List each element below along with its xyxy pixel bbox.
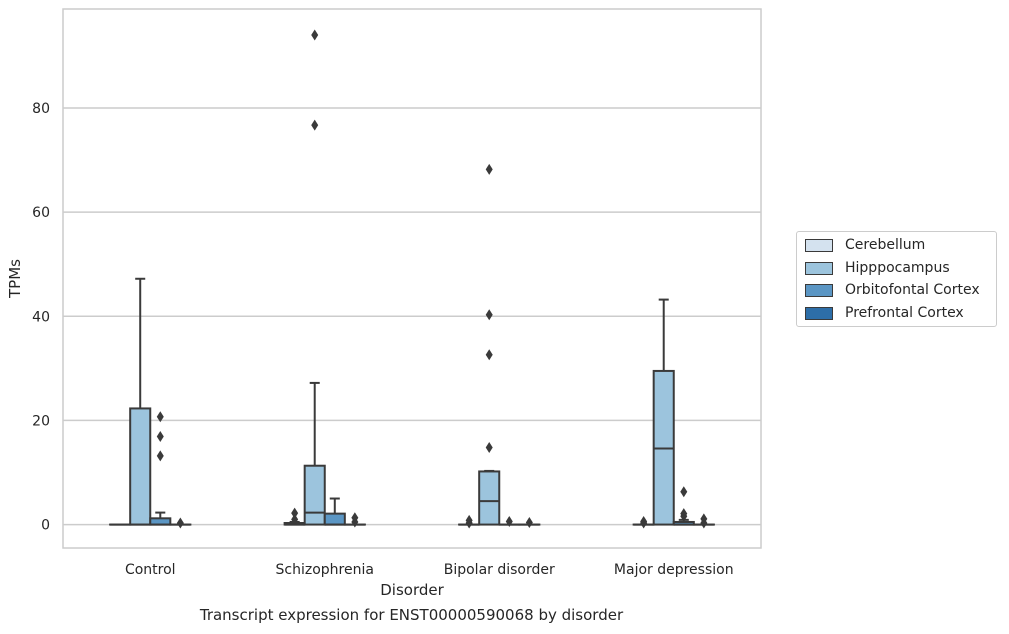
- chart-caption: Transcript expression for ENST0000059006…: [199, 606, 624, 624]
- box-prefrontal-cortex: [692, 513, 715, 529]
- outlier-point: [465, 514, 473, 526]
- box-orbitofontal-cortex: [672, 486, 695, 526]
- legend-swatch-orbitofontal-cortex: [805, 283, 833, 297]
- outlier-point: [291, 507, 299, 519]
- outlier-point: [156, 411, 164, 423]
- outlier-point: [291, 513, 299, 525]
- legend-item-hipppocampus: Hipppocampus: [805, 258, 950, 278]
- x-tick-label: Major depression: [614, 562, 734, 578]
- outlier-point: [351, 512, 359, 524]
- y-tick-label: 80: [32, 101, 50, 117]
- y-tick-label: 60: [32, 205, 50, 221]
- outlier-point: [700, 513, 708, 525]
- outlier-point: [485, 163, 493, 175]
- box-hipppocampus: [478, 163, 501, 526]
- outlier-point: [176, 517, 184, 529]
- x-axis-label: Disorder: [380, 581, 444, 599]
- box-body: [478, 470, 501, 526]
- box-hipppocampus: [129, 277, 152, 526]
- box-body: [323, 512, 346, 526]
- outlier-point: [485, 349, 493, 361]
- plot-boxes: [109, 29, 715, 529]
- box-cerebellum: [283, 507, 306, 526]
- outlier-point: [156, 431, 164, 443]
- legend-item-prefrontal-cortex: Prefrontal Cortex: [805, 303, 964, 323]
- x-tick-labels: Control Schizophrenia Bipolar disorder Majo…: [125, 562, 734, 578]
- box-orbitofontal-cortex: [498, 515, 521, 527]
- outlier-point: [485, 441, 493, 453]
- box-prefrontal-cortex: [518, 516, 541, 528]
- y-axis-label: TPMs: [6, 259, 24, 299]
- outlier-point: [525, 516, 533, 528]
- box-orbitofontal-cortex: [323, 497, 346, 526]
- plot-frame: [62, 8, 762, 549]
- box-cerebellum: [458, 514, 481, 529]
- legend-item-cerebellum: Cerebellum: [805, 235, 925, 255]
- x-tick-label: Bipolar disorder: [444, 562, 555, 578]
- box-orbitofontal-cortex: [149, 411, 172, 526]
- box-body: [129, 407, 152, 526]
- outlier-point: [680, 486, 688, 498]
- legend-label-hipppocampus: Hipppocampus: [845, 260, 950, 276]
- legend-item-orbitofontal-cortex: Orbitofontal Cortex: [805, 280, 980, 300]
- box-hipppocampus: [303, 29, 326, 526]
- outlier-point: [311, 119, 319, 131]
- y-tick-label: 20: [32, 413, 50, 429]
- outlier-point: [311, 29, 319, 41]
- x-tick-label: Schizophrenia: [276, 562, 374, 578]
- legend-label-cerebellum: Cerebellum: [845, 237, 926, 253]
- outlier-point: [156, 450, 164, 462]
- outlier-point: [680, 508, 688, 520]
- box-prefrontal-cortex: [169, 517, 192, 529]
- outlier-point: [485, 309, 493, 321]
- outlier-point: [640, 515, 648, 527]
- box-hipppocampus: [652, 298, 675, 526]
- x-tick-label: Control: [125, 562, 176, 578]
- legend-label-prefrontal-cortex: Prefrontal Cortex: [845, 305, 964, 321]
- y-tick-labels: 0 20 40 60 80: [32, 101, 50, 534]
- legend-label-orbitofontal-cortex: Orbitofontal Cortex: [845, 282, 980, 298]
- y-tick-label: 40: [32, 309, 50, 325]
- legend-swatch-hipppocampus: [805, 261, 833, 275]
- outlier-point: [505, 515, 513, 527]
- legend: Cerebellum Hipppocampus Orbitofontal Cor…: [796, 231, 997, 327]
- legend-swatch-prefrontal-cortex: [805, 306, 833, 320]
- box-body: [303, 464, 326, 526]
- legend-swatch-cerebellum: [805, 238, 833, 252]
- box-prefrontal-cortex: [343, 512, 366, 528]
- box-cerebellum: [632, 515, 655, 529]
- y-tick-label: 0: [41, 518, 50, 534]
